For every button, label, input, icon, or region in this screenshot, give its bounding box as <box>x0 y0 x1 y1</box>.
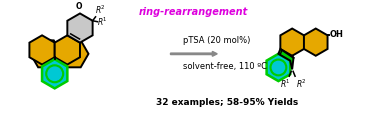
Text: O: O <box>76 2 82 11</box>
Polygon shape <box>29 35 55 65</box>
Polygon shape <box>266 54 290 81</box>
Text: solvent-free, 110 ºC: solvent-free, 110 ºC <box>183 62 267 71</box>
Text: $R^2$: $R^2$ <box>296 77 307 90</box>
Text: 32 examples; 58-95% Yields: 32 examples; 58-95% Yields <box>156 98 298 107</box>
Text: ring-rearrangement: ring-rearrangement <box>138 7 248 17</box>
Polygon shape <box>280 29 304 56</box>
Text: pTSA (20 mol%): pTSA (20 mol%) <box>183 36 251 45</box>
FancyArrow shape <box>170 51 217 56</box>
Text: OH: OH <box>330 30 343 39</box>
Text: $R^1$: $R^1$ <box>280 77 291 90</box>
Text: $R^1$: $R^1$ <box>98 15 108 28</box>
Polygon shape <box>304 29 328 56</box>
Polygon shape <box>67 13 93 43</box>
Polygon shape <box>279 49 293 69</box>
Text: $R^2$: $R^2$ <box>94 3 105 16</box>
Polygon shape <box>42 59 67 88</box>
Polygon shape <box>30 40 62 67</box>
Polygon shape <box>57 40 88 67</box>
Polygon shape <box>55 35 80 65</box>
